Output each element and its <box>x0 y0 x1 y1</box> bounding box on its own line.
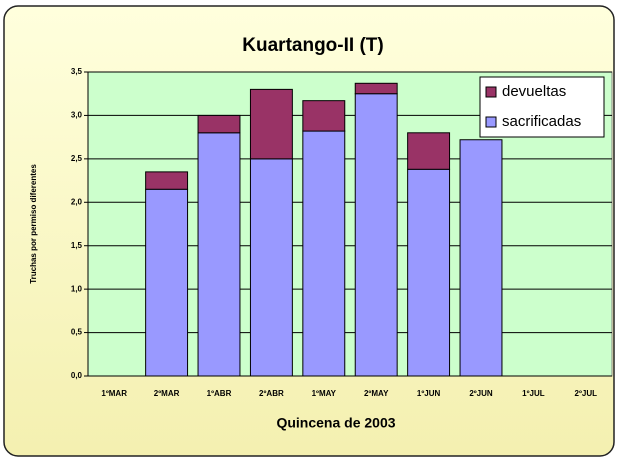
bar-segment <box>145 171 189 190</box>
y-tick-label: 2,0 <box>71 197 83 206</box>
x-tick-label: 2ºJUN <box>469 389 493 398</box>
bar-segment <box>145 188 189 377</box>
bar-segment <box>249 88 293 160</box>
bar-segment <box>407 168 451 377</box>
y-axis-label: Truchas por permiso diferentes <box>29 164 38 284</box>
y-tick-label: 3,0 <box>71 111 83 120</box>
y-tick-label: 2,5 <box>71 154 83 163</box>
bar-segment <box>459 139 503 377</box>
y-tick-label: 0,5 <box>71 328 83 337</box>
x-tick-label: 2ºJUL <box>575 389 598 398</box>
bar-segment <box>197 114 241 134</box>
x-tick-label: 1ºABR <box>207 389 232 398</box>
x-tick-label: 2ºMAR <box>154 389 180 398</box>
bar-segment <box>354 93 398 377</box>
bar-segment <box>197 132 241 377</box>
legend-box <box>479 76 605 138</box>
x-tick-label: 1ºJUL <box>522 389 545 398</box>
legend-label: sacrificadas <box>502 113 581 130</box>
bar-segment <box>302 130 346 377</box>
bar-segment <box>302 100 346 132</box>
legend-label: devueltas <box>502 83 566 100</box>
y-tick-label: 1,0 <box>71 284 83 293</box>
x-tick-label: 2ºMAY <box>364 389 389 398</box>
x-tick-label: 1ºJUN <box>417 389 441 398</box>
legend-swatch <box>485 116 497 128</box>
bar-segment <box>407 132 451 170</box>
x-tick-label: 1ºMAR <box>101 389 127 398</box>
x-axis-label: Quincena de 2003 <box>276 415 395 431</box>
y-tick-label: 3,5 <box>71 67 83 76</box>
bar-segment <box>354 82 398 95</box>
legend-swatch <box>485 86 497 98</box>
chart-title: Kuartango-II (T) <box>242 35 383 56</box>
x-tick-label: 2ºABR <box>259 389 284 398</box>
x-tick-label: 1ºMAY <box>312 389 337 398</box>
y-tick-label: 0,0 <box>71 371 83 380</box>
y-tick-label: 1,5 <box>71 241 83 250</box>
bar-segment <box>249 158 293 377</box>
